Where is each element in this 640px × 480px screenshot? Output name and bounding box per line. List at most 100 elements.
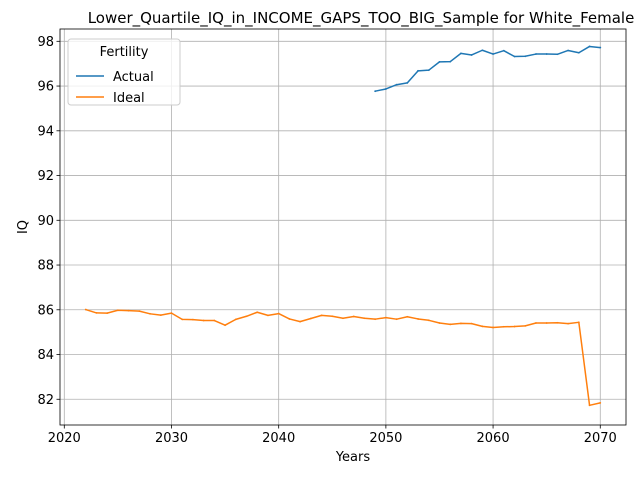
legend-label-ideal: Ideal [113, 91, 145, 106]
data-point-ideal [138, 310, 141, 313]
data-point-ideal [577, 321, 580, 324]
data-point-ideal [170, 312, 173, 315]
legend-label-actual: Actual [113, 70, 154, 85]
data-point-ideal [116, 309, 119, 312]
data-point-ideal [256, 311, 259, 314]
y-tick-label: 98 [37, 35, 54, 50]
data-point-actual [535, 53, 537, 55]
data-point-ideal [95, 312, 98, 314]
data-point-ideal [331, 315, 334, 318]
plot-frame [59, 28, 627, 426]
data-point-ideal [449, 323, 452, 326]
x-axis: 2020 2030 2040 2050 2060 2070 [48, 425, 617, 446]
data-point-ideal [127, 309, 130, 312]
data-point-ideal [417, 318, 419, 320]
grid [60, 29, 626, 425]
x-tick-label: 2050 [369, 431, 402, 446]
y-tick-label: 86 [37, 303, 54, 318]
data-point-actual [502, 49, 505, 52]
data-point-ideal [277, 312, 280, 315]
data-point-ideal [245, 315, 248, 318]
data-point-ideal [299, 320, 302, 323]
data-point-ideal [406, 315, 409, 318]
data-point-ideal [460, 322, 462, 325]
data-point-actual [599, 46, 602, 49]
data-point-ideal [567, 322, 570, 325]
data-point-ideal [309, 317, 312, 320]
data-point-actual [513, 55, 516, 58]
y-tick-label: 84 [37, 348, 54, 363]
data-point-actual [374, 90, 377, 93]
data-point-ideal [556, 321, 559, 324]
data-point-actual [384, 88, 387, 90]
data-point-ideal [545, 322, 548, 324]
x-tick-label: 2020 [48, 431, 81, 446]
data-point-actual [545, 53, 548, 55]
data-point-actual [417, 69, 419, 72]
legend-box [67, 38, 181, 106]
data-point-ideal [106, 312, 109, 315]
data-point-actual [524, 55, 527, 58]
data-point-actual [427, 69, 430, 72]
data-point-ideal [224, 324, 226, 327]
data-point-ideal [492, 326, 494, 329]
data-point-ideal [470, 322, 473, 325]
data-point-ideal [438, 322, 441, 324]
x-tick-label: 2040 [262, 431, 295, 446]
y-tick-label: 92 [37, 169, 54, 184]
data-point-ideal [149, 312, 151, 315]
data-point-actual [470, 54, 473, 56]
data-point-actual [406, 82, 409, 84]
x-tick-label: 2060 [477, 431, 510, 446]
y-tick-label: 94 [37, 124, 54, 139]
data-point-ideal [588, 404, 591, 407]
data-point-ideal [374, 318, 377, 321]
data-point-ideal [502, 325, 505, 328]
x-tick-label: 2070 [584, 431, 617, 446]
data-point-actual [567, 49, 570, 52]
data-point-ideal [535, 322, 537, 324]
data-point-actual [588, 45, 591, 48]
chart-title: Lower_Quartile_IQ_in_INCOME_GAPS_TOO_BIG… [88, 9, 635, 28]
data-point-ideal [288, 318, 291, 320]
data-point-ideal [84, 308, 87, 311]
y-tick-label: 82 [37, 393, 54, 408]
data-point-ideal [481, 325, 484, 328]
data-point-actual [395, 83, 398, 86]
y-tick-label: 96 [37, 80, 54, 95]
legend: Fertility Actual Ideal [67, 38, 181, 106]
data-point-actual [449, 60, 452, 63]
data-point-ideal [342, 317, 344, 320]
data-point-actual [577, 51, 580, 54]
data-point-actual [460, 52, 462, 55]
data-point-ideal [513, 325, 516, 328]
data-point-ideal [363, 317, 366, 320]
data-point-actual [556, 53, 559, 56]
data-point-ideal [192, 318, 194, 321]
data-point-ideal [267, 314, 269, 317]
y-tick-label: 90 [37, 214, 54, 229]
data-point-ideal [202, 319, 205, 322]
data-point-actual [492, 53, 494, 55]
legend-title: Fertility [100, 45, 149, 60]
data-point-ideal [234, 318, 237, 321]
data-point-ideal [599, 401, 602, 404]
data-point-ideal [384, 316, 387, 319]
data-point-actual [481, 49, 484, 52]
data-point-ideal [159, 314, 162, 317]
y-axis-label: IQ [16, 220, 31, 234]
data-point-actual [438, 60, 441, 63]
data-point-ideal [395, 318, 398, 321]
x-tick-label: 2030 [155, 431, 188, 446]
y-tick-label: 88 [37, 259, 54, 274]
data-point-ideal [352, 315, 355, 318]
series-line-actual [375, 45, 601, 92]
data-point-ideal [427, 319, 430, 322]
series-lines [84, 45, 602, 407]
data-point-ideal [181, 318, 184, 321]
y-axis: 82 84 86 88 90 92 94 96 98 [37, 35, 60, 408]
data-point-ideal [524, 324, 527, 327]
x-axis-label: Years [335, 450, 371, 465]
data-point-ideal [320, 314, 323, 317]
